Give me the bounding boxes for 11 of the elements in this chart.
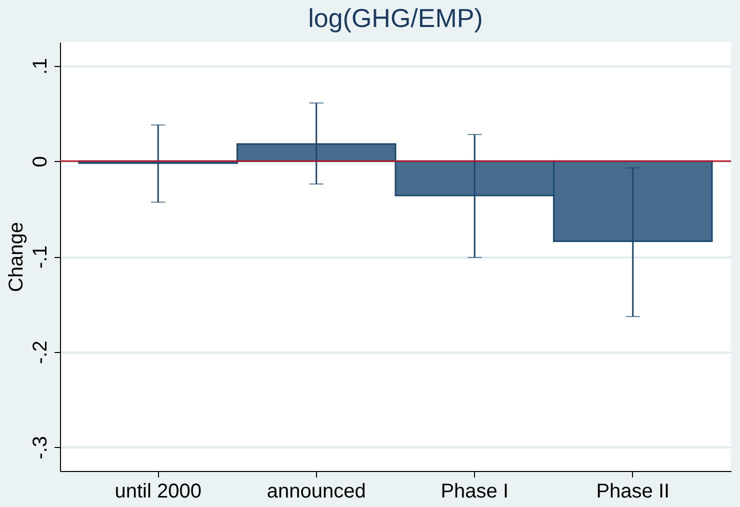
x-tick-label: Phase I [440, 480, 509, 502]
y-tick-label: -.1 [30, 245, 52, 269]
x-tick-label: until 2000 [114, 480, 202, 502]
chart-title: log(GHG/EMP) [308, 3, 483, 33]
x-tick-label: announced [266, 480, 366, 502]
y-tick-label: -.2 [30, 340, 52, 364]
y-tick-label: -.3 [30, 436, 52, 460]
x-tick-label: Phase II [596, 480, 670, 502]
y-tick-label: .1 [30, 58, 52, 75]
y-axis-title: Change [6, 222, 28, 292]
y-tick-label: 0 [30, 156, 52, 168]
